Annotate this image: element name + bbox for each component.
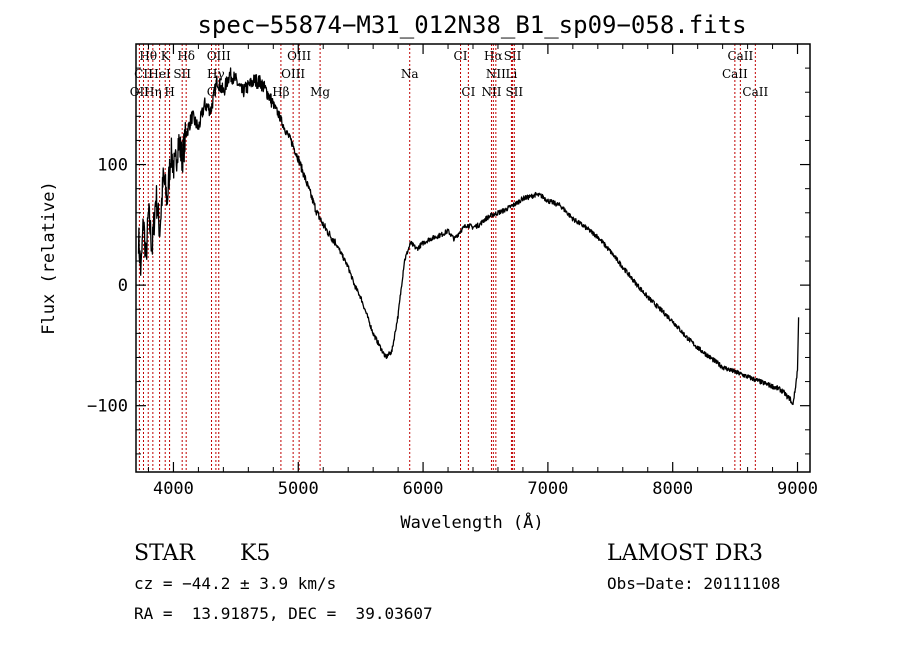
redshift-readout: cz = −44.2 ± 3.9 km/s [134,574,337,593]
spectral-line-label: Hβ [272,85,289,99]
spectral-line-label: SII [173,67,191,81]
spectral-line-label: SII [505,85,523,99]
x-tick-label: 5000 [278,479,319,499]
y-tick-label: −100 [87,397,128,417]
spectral-line-label: Hα [484,49,503,63]
spectral-line-label: CaII [742,85,768,99]
chart-title: spec−55874−M31_012N38_B1_sp09−058.fits [197,11,746,39]
spectral-line-label: OIII [281,67,305,81]
x-tick-label: 9000 [777,479,818,499]
y-tick-label: 100 [97,156,128,176]
spectral-line-label: Li [506,67,518,81]
spectral-line-label: Mg [310,85,330,99]
object-class: STAR [134,541,195,566]
x-tick-label: 8000 [652,479,693,499]
x-tick-label: 4000 [153,479,194,499]
spectral-line-label: Na [401,67,419,81]
x-tick-label: 7000 [527,479,568,499]
spectral-line-label: CI [461,85,475,99]
spectral-line-label: Hη [144,85,162,99]
observation-date: Obs−Date: 20111108 [607,574,781,593]
spectral-line-label: SII [504,49,522,63]
y-axis-label: Flux (relative) [39,181,59,335]
spectral-line-label: NII [481,85,501,99]
plot-frame [135,43,811,473]
spectral-line-label: H [164,85,174,99]
survey-name: LAMOST DR3 [607,541,763,566]
coordinates-readout: RA = 13.91875, DEC = 39.03607 [134,604,433,623]
spectral-line-label: CaII [727,49,753,63]
spectral-line-label: OIII [207,49,231,63]
flux-series-line [137,67,800,406]
axis-ticks: 4000 5000 6000 7000 8000 9000 −100 0 100 [87,44,818,499]
x-axis-label: Wavelength (Å) [400,511,543,533]
spectral-line-label: Hδ [177,49,195,63]
spectral-line-label: HeI [148,67,171,81]
y-tick-label: 0 [118,276,128,296]
object-subclass: K5 [240,541,271,566]
spectral-line-label: K [161,49,171,63]
spectral-line-label: Hγ [207,67,225,81]
spectral-line-label: NII [486,67,506,81]
spectral-line-label: Hθ [139,49,157,63]
spectral-line-label: CI [454,49,468,63]
spectral-line-label: G [207,85,217,99]
spectral-line-label: CaII [722,67,748,81]
x-tick-label: 6000 [403,479,444,499]
spectral-line-label: OIII [287,49,311,63]
